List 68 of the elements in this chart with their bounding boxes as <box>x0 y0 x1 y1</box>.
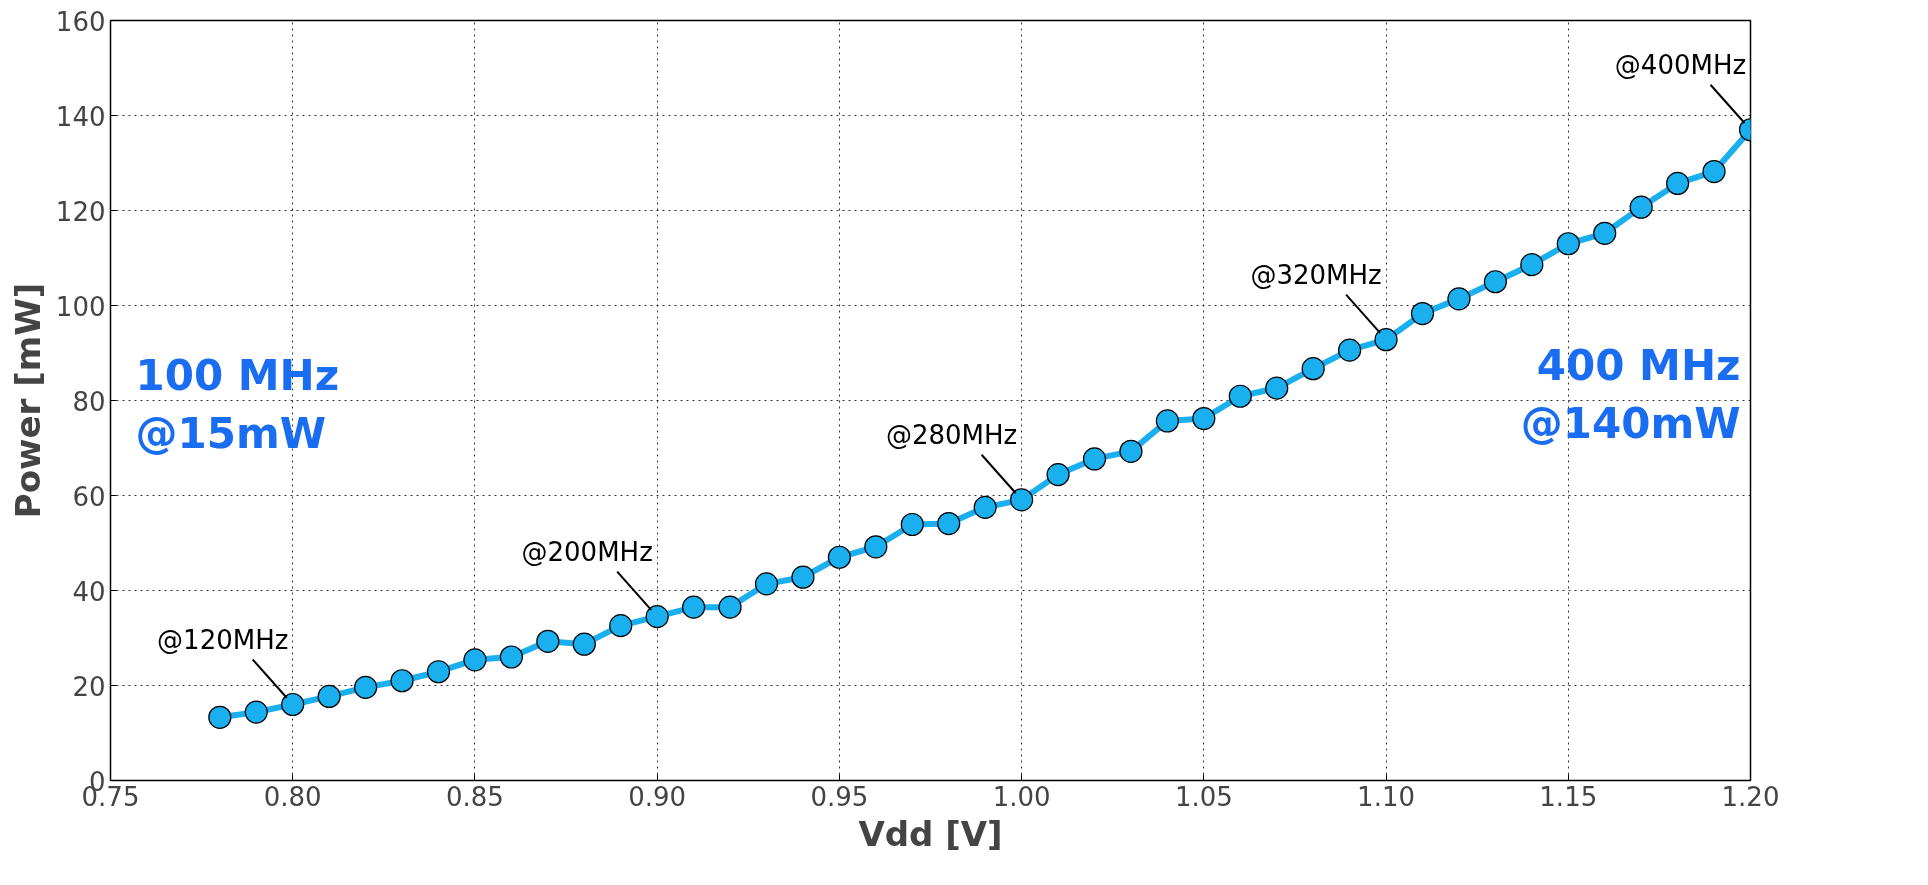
annotation: @280MHz <box>885 419 1018 450</box>
point <box>499 645 523 669</box>
y-tick-label: 60 <box>72 481 106 512</box>
point <box>827 545 851 569</box>
point <box>1410 302 1435 326</box>
point <box>1082 447 1107 471</box>
point <box>1155 409 1179 433</box>
point <box>754 572 779 596</box>
point <box>718 595 742 619</box>
x-tick-label: 0.80 <box>263 781 322 812</box>
point <box>1483 270 1507 294</box>
annotation: 100 MHz @15mW <box>135 350 340 459</box>
point <box>208 705 232 729</box>
point <box>354 675 378 699</box>
point <box>281 692 305 717</box>
point <box>244 700 268 724</box>
point <box>609 614 633 638</box>
point <box>1301 357 1325 381</box>
annotation: @320MHz <box>1250 259 1382 290</box>
point <box>645 605 669 629</box>
point <box>682 595 706 619</box>
point <box>1228 384 1252 408</box>
point <box>463 648 487 672</box>
y-tick-label: 120 <box>55 196 106 227</box>
point <box>1520 253 1544 277</box>
x-tick-label: 1.05 <box>1174 781 1233 812</box>
point <box>1374 328 1398 352</box>
x-tick-label: 1.15 <box>1539 781 1598 812</box>
annotation: 400 MHz @140mW <box>1520 340 1741 449</box>
point <box>390 669 414 693</box>
point <box>1666 171 1690 195</box>
point <box>1556 232 1580 256</box>
x-tick-label: 1.10 <box>1357 781 1415 812</box>
point <box>536 629 560 653</box>
annotation: @120MHz <box>157 624 289 655</box>
x-axis-title: Vdd [V] <box>858 813 1003 854</box>
y-tick-label: 160 <box>55 6 106 37</box>
point <box>937 511 961 536</box>
point <box>317 684 341 708</box>
y-tick-label: 80 <box>72 386 106 417</box>
x-tick-label: 1.00 <box>992 781 1051 812</box>
point <box>426 660 451 684</box>
point <box>1010 488 1034 512</box>
y-axis-title: Power [mW] <box>7 282 48 519</box>
point <box>1629 195 1653 219</box>
annotation: @400MHz <box>1614 49 1747 80</box>
y-tick-label: 100 <box>55 291 106 322</box>
point <box>900 512 924 537</box>
x-tick-label: 0.90 <box>628 781 687 812</box>
point <box>1119 439 1143 463</box>
point <box>1046 463 1070 487</box>
annotation: @200MHz <box>521 536 653 567</box>
point <box>1338 338 1362 362</box>
y-tick-label: 40 <box>72 576 106 607</box>
point <box>1265 376 1289 400</box>
point <box>1447 287 1471 311</box>
y-tick-label: 140 <box>55 101 106 132</box>
point <box>1702 159 1726 184</box>
x-tick-label: 1.20 <box>1721 781 1780 812</box>
y-tick-label: 20 <box>72 671 106 702</box>
x-tick-label: 0.95 <box>810 781 869 812</box>
point <box>1593 221 1617 245</box>
point <box>791 565 815 589</box>
point <box>973 495 997 519</box>
x-tick-label: 0.85 <box>446 781 504 812</box>
point <box>1192 406 1216 431</box>
point <box>864 535 888 559</box>
point <box>572 632 596 656</box>
